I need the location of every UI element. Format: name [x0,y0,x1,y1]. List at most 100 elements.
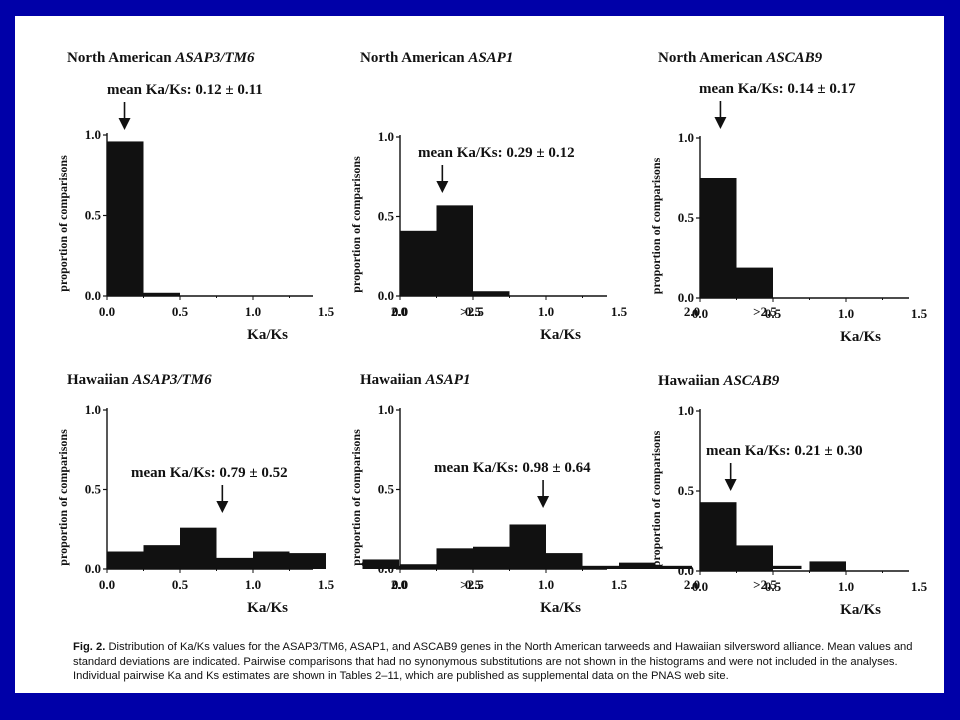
histogram-bar [253,551,290,569]
y-tick-label: 0.0 [378,561,394,576]
panel-title-prefix: Hawaiian [67,372,132,388]
figure-caption: Fig. 2. Distribution of Ka/Ks values for… [73,640,929,684]
mean-annotation: mean Ka/Ks: 0.21 ± 0.30 [706,443,863,459]
histogram-bar [509,524,546,569]
x-tick-label: 0.5 [465,304,482,319]
histogram-bar [436,205,473,296]
caption-label: Fig. 2. [73,641,106,653]
x-tick-label: 2.0 [684,577,700,592]
x-tick-label: 1.0 [538,577,554,592]
y-axis-title: proportion of comparisons [56,155,70,292]
mean-arrow-icon [537,496,550,508]
y-tick-label: 1.0 [378,129,394,144]
panel-title-gene: ASAP3/TM6 [131,372,212,388]
x-tick-label: 0.5 [765,306,782,321]
x-tick-label: 0.5 [465,577,482,592]
histogram-panel-6: Hawaiian ASCAB9 0.0 0.5 1.0 0.0 0.5 1.0 1.5 2.0 >… [649,373,928,618]
x-tick-label: 2.0 [684,304,700,319]
x-tick-label: 0.0 [392,304,408,319]
x-tick-label: 2.0 [391,304,407,319]
x-tick-label: 0.5 [765,579,782,594]
panel-title: Hawaiian ASAP1 [360,372,470,388]
histogram-panel-1: North American ASAP3/TM6 0.0 0.5 1.0 0.0 0.5 1… [56,50,484,343]
histogram-bar [736,545,773,571]
histogram-bar [700,502,737,571]
panel-title-prefix: North American [360,50,468,66]
y-tick-label: 0.5 [378,482,395,497]
histogram-bar [765,565,802,569]
x-tick-label: 0.0 [692,579,708,594]
y-tick-label: 0.0 [85,288,101,303]
panel-title: Hawaiian ASCAB9 [658,373,780,389]
histogram-bar [473,291,510,296]
y-tick-label: 0.0 [85,561,101,576]
histogram-bar [289,553,326,569]
y-tick-label: 0.0 [678,290,694,305]
mean-arrow-icon [436,181,449,193]
x-tick-label: 0.5 [172,577,189,592]
x-tick-label: 1.0 [838,579,854,594]
histogram-panel-2: North American ASAP1 0.0 0.5 1.0 0.0 0.5 1.0 1.… [349,50,777,343]
mean-annotation: mean Ka/Ks: 0.98 ± 0.64 [434,460,591,476]
y-axis-title: proportion of comparisons [349,429,363,566]
x-tick-label: >2.5 [460,304,484,319]
y-tick-label: 1.0 [85,402,101,417]
x-tick-label: 0.5 [172,304,189,319]
x-tick-label: 0.0 [99,304,115,319]
histogram-bar [700,178,737,298]
mean-arrow-icon [724,479,737,491]
x-tick-label: 0.0 [99,577,115,592]
histogram-bar [362,559,399,569]
panel-title-gene: ASCAB9 [722,373,779,389]
x-tick-label: 1.5 [911,579,928,594]
mean-arrow-icon [714,117,727,129]
y-tick-label: 1.0 [678,403,694,418]
x-tick-label: >2.5 [753,304,777,319]
x-tick-label: 1.5 [318,304,335,319]
histogram-bar [546,553,583,569]
x-axis-title: Ka/Ks [247,600,288,616]
panel-title-prefix: North American [67,50,175,66]
y-tick-label: 0.5 [378,209,395,224]
histogram-bar [216,557,253,569]
y-tick-label: 0.0 [378,288,394,303]
x-tick-label: 1.5 [611,304,628,319]
histogram-bar [809,561,846,571]
histogram-bar [107,141,144,296]
histogram-bar [436,548,473,569]
x-axis-title: Ka/Ks [540,600,581,616]
y-axis-title: proportion of comparisons [56,429,70,566]
mean-arrow-icon [216,501,229,513]
panel-title: North American ASCAB9 [658,50,823,66]
y-tick-label: 0.5 [85,208,102,223]
histogram-bar [582,565,619,569]
histogram-bar [655,565,692,569]
y-tick-label: 0.5 [678,210,695,225]
x-axis-title: Ka/Ks [840,602,881,618]
panel-title: North American ASAP1 [360,50,513,66]
panel-title-gene: ASAP1 [424,372,470,388]
x-tick-label: 0.0 [692,306,708,321]
panel-title-prefix: Hawaiian [658,373,723,389]
histogram-bar [180,527,217,569]
x-tick-label: 0.0 [392,577,408,592]
y-tick-label: 0.5 [678,483,695,498]
figure-panel: North American ASAP3/TM6 0.0 0.5 1.0 0.0 0.5 1… [15,16,944,693]
histogram-panel-5: Hawaiian ASAP1 0.0 0.5 1.0 0.0 0.5 1.0 1.5 2.0 >2… [349,372,802,616]
mean-arrow-icon [118,118,131,130]
x-tick-label: 1.0 [538,304,554,319]
x-tick-label: 1.5 [611,577,628,592]
panel-title-gene: ASCAB9 [765,50,822,66]
histogram-bar [619,562,656,569]
mean-annotation: mean Ka/Ks: 0.79 ± 0.52 [131,465,288,481]
x-tick-label: 1.0 [245,577,261,592]
histogram-bar [143,292,180,296]
histogram-bar [400,230,437,296]
x-tick-label: 1.5 [911,306,928,321]
y-tick-label: 1.0 [678,130,694,145]
panel-title: North American ASAP3/TM6 [67,50,255,66]
y-axis-title: proportion of comparisons [349,156,363,293]
y-axis-title: proportion of comparisons [649,157,663,294]
x-axis-title: Ka/Ks [247,327,288,343]
histogram-bar [143,545,180,569]
